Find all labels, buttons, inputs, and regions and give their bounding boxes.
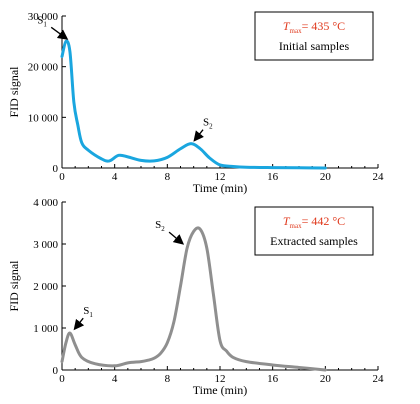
- sample-label: Extracted samples: [270, 234, 358, 248]
- tmax-label: Tmax= 442 °C: [283, 214, 345, 230]
- y-axis-title: FID signal: [7, 260, 21, 312]
- x-tick-label: 8: [165, 373, 171, 385]
- y-tick-label: 20 000: [28, 62, 59, 74]
- x-tick-label: 8: [165, 171, 171, 183]
- x-axis-title: Time (min): [193, 383, 248, 397]
- y-tick-label: 0: [53, 163, 59, 175]
- chart-panel-1: 0 10 000 20 000 30 000 0 4 8 12 16 20 24 Time (min)…: [7, 11, 384, 195]
- x-tick-label: 4: [112, 171, 118, 183]
- y-tick-label: 2 000: [33, 281, 58, 293]
- peak-label-s1: S1: [37, 14, 47, 28]
- peak-label-s1: S1: [83, 305, 93, 319]
- y-tick-label: 4 000: [33, 197, 58, 209]
- peak-arrow-s1: [50, 26, 69, 40]
- y-tick-label: 0: [53, 365, 59, 377]
- x-tick-label: 12: [215, 171, 226, 183]
- y-axis-title: FID signal: [7, 66, 21, 118]
- series-line-1: [60, 226, 327, 372]
- peak-label-s2: S2: [155, 219, 165, 233]
- x-tick-label: 24: [373, 373, 385, 385]
- x-tick-label: 0: [59, 373, 65, 385]
- x-tick-label: 16: [267, 373, 279, 385]
- chart-panel-2: 0 1 000 2 000 3 000 4 000 0 4 8 12 16 20 24 Time (mi…: [7, 197, 384, 397]
- y-tick-label: 30 000: [28, 11, 59, 23]
- x-tick-label: 20: [320, 171, 332, 183]
- y-tick-label: 10 000: [28, 112, 59, 124]
- x-tick-label: 16: [267, 171, 279, 183]
- peak-arrow-s2: [193, 129, 204, 142]
- x-tick-label: 12: [215, 373, 226, 385]
- y-tick-label: 3 000: [33, 239, 58, 251]
- tmax-label: Tmax= 435 °C: [283, 19, 345, 35]
- peak-arrow-s2: [168, 231, 185, 245]
- peak-arrow-s1: [73, 317, 85, 331]
- x-axis-title: Time (min): [193, 181, 248, 195]
- series-line-1: [60, 39, 327, 170]
- annotation-box: [254, 206, 374, 256]
- x-tick-label: 4: [112, 373, 118, 385]
- x-tick-label: 24: [373, 171, 385, 183]
- y-tick-label: 1 000: [33, 323, 58, 335]
- x-tick-label: 20: [320, 373, 332, 385]
- annotation-box: [254, 11, 374, 61]
- sample-label: Initial samples: [279, 39, 350, 53]
- peak-label-s2: S2: [203, 117, 213, 131]
- x-tick-label: 0: [59, 171, 65, 183]
